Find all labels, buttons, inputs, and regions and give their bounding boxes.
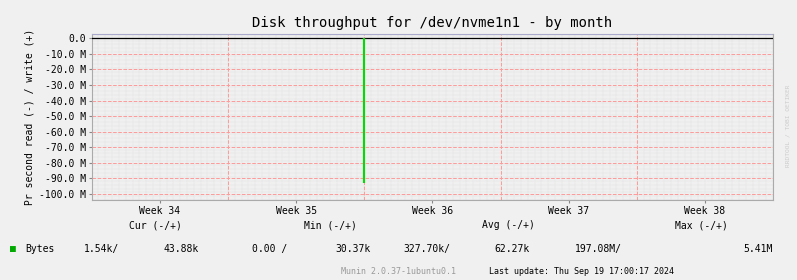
Text: Min (-/+): Min (-/+) — [304, 220, 357, 230]
Text: ■: ■ — [10, 244, 16, 254]
Text: 62.27k: 62.27k — [495, 244, 530, 254]
Text: 0.00 /: 0.00 / — [252, 244, 287, 254]
Text: Bytes: Bytes — [26, 244, 55, 254]
Text: Last update: Thu Sep 19 17:00:17 2024: Last update: Thu Sep 19 17:00:17 2024 — [489, 267, 674, 276]
Text: 1.54k/: 1.54k/ — [84, 244, 120, 254]
Text: Avg (-/+): Avg (-/+) — [482, 220, 535, 230]
Title: Disk throughput for /dev/nvme1n1 - by month: Disk throughput for /dev/nvme1n1 - by mo… — [253, 16, 612, 30]
Text: Munin 2.0.37-1ubuntu0.1: Munin 2.0.37-1ubuntu0.1 — [341, 267, 456, 276]
Text: Cur (-/+): Cur (-/+) — [129, 220, 182, 230]
Y-axis label: Pr second read (-) / write (+): Pr second read (-) / write (+) — [25, 29, 35, 205]
Text: 43.88k: 43.88k — [164, 244, 199, 254]
Text: 197.08M/: 197.08M/ — [575, 244, 622, 254]
Text: Max (-/+): Max (-/+) — [675, 220, 728, 230]
Text: 5.41M: 5.41M — [744, 244, 773, 254]
Text: 327.70k/: 327.70k/ — [403, 244, 450, 254]
Text: 30.37k: 30.37k — [336, 244, 371, 254]
Text: RRDTOOL / TOBI OETIKER: RRDTOOL / TOBI OETIKER — [786, 85, 791, 167]
